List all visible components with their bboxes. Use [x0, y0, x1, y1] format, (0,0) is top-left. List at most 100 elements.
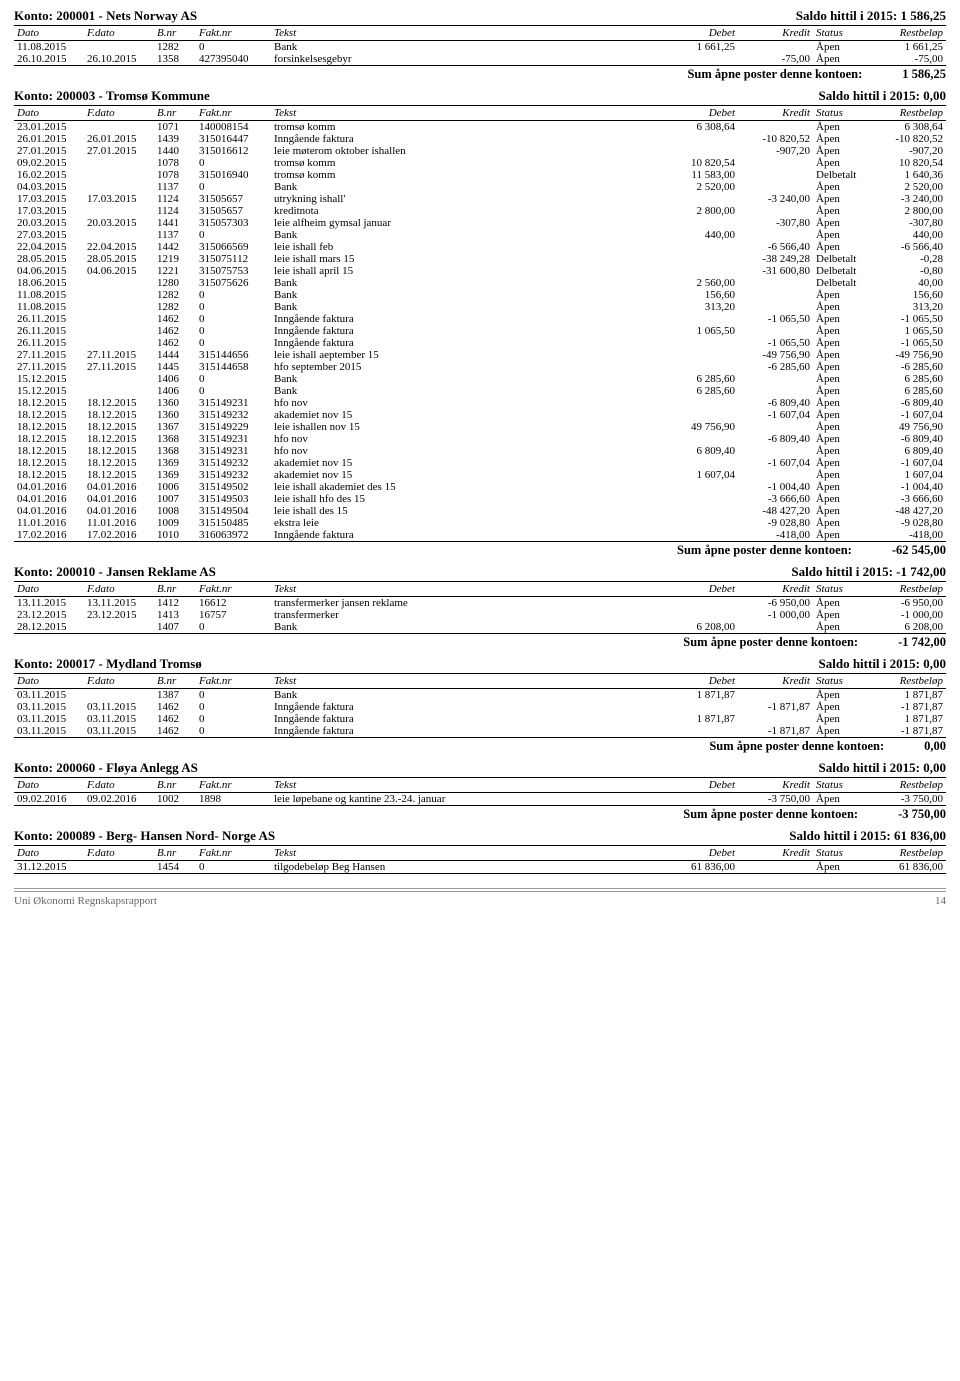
cell: Bank — [271, 373, 663, 385]
cell: -6 809,40 — [738, 397, 813, 409]
col-header: Dato — [14, 582, 84, 597]
cell: Delbetalt — [813, 277, 871, 289]
cell: 315149232 — [196, 457, 271, 469]
col-header: Debet — [663, 26, 738, 41]
cell: 1282 — [154, 289, 196, 301]
sum-label: Sum åpne poster denne kontoen: — [677, 543, 852, 558]
cell: leie ishall feb — [271, 241, 663, 253]
cell: 03.11.2015 — [14, 713, 84, 725]
cell: 11.08.2015 — [14, 41, 84, 54]
cell — [84, 385, 154, 397]
cell: -0,28 — [871, 253, 946, 265]
cell: 1444 — [154, 349, 196, 361]
cell: 17.02.2016 — [84, 529, 154, 542]
cell: Bank — [271, 229, 663, 241]
table-row: 11.01.201611.01.20161009315150485ekstra … — [14, 517, 946, 529]
table-row: 27.01.201527.01.20151440315016612leie mø… — [14, 145, 946, 157]
cell: akademiet nov 15 — [271, 457, 663, 469]
cell: -418,00 — [738, 529, 813, 542]
cell: hfo nov — [271, 445, 663, 457]
col-header: Restbeløp — [871, 778, 946, 793]
cell: Åpen — [813, 421, 871, 433]
cell: 0 — [196, 337, 271, 349]
cell: leie løpebane og kantine 23.-24. januar — [271, 793, 663, 806]
cell — [84, 277, 154, 289]
cell: 313,20 — [871, 301, 946, 313]
col-header: Restbeløp — [871, 846, 946, 861]
cell: -3 240,00 — [738, 193, 813, 205]
col-header: Dato — [14, 26, 84, 41]
cell: 1462 — [154, 337, 196, 349]
cell: -1 607,04 — [738, 409, 813, 421]
cell: 1369 — [154, 457, 196, 469]
account-header: Konto: 200017 - Mydland TromsøSaldo hitt… — [14, 656, 946, 672]
cell: 6 285,60 — [663, 385, 738, 397]
cell: 315150485 — [196, 517, 271, 529]
cell: 0 — [196, 713, 271, 725]
cell — [738, 325, 813, 337]
cell: 315149231 — [196, 397, 271, 409]
cell — [738, 621, 813, 634]
cell: Åpen — [813, 457, 871, 469]
cell: Åpen — [813, 337, 871, 349]
col-header: Dato — [14, 674, 84, 689]
cell: Åpen — [813, 373, 871, 385]
table-row: 09.02.201510780tromsø komm10 820,54Åpen1… — [14, 157, 946, 169]
cell — [663, 597, 738, 610]
cell — [663, 361, 738, 373]
cell: 1462 — [154, 725, 196, 738]
cell — [663, 193, 738, 205]
cell: transfermerker — [271, 609, 663, 621]
cell: leie ishall hfo des 15 — [271, 493, 663, 505]
cell: 26.01.2015 — [84, 133, 154, 145]
cell: 315016447 — [196, 133, 271, 145]
cell: -1 871,87 — [871, 725, 946, 738]
col-header: Restbeløp — [871, 674, 946, 689]
cell: Bank — [271, 621, 663, 634]
cell: 315149232 — [196, 469, 271, 481]
cell: -1 065,50 — [738, 337, 813, 349]
cell: 0 — [196, 325, 271, 337]
table-row: 15.12.201514060Bank6 285,60Åpen6 285,60 — [14, 385, 946, 397]
cell: -49 756,90 — [871, 349, 946, 361]
cell: 31505657 — [196, 193, 271, 205]
cell — [84, 373, 154, 385]
cell: 2 800,00 — [663, 205, 738, 217]
cell: 26.11.2015 — [14, 325, 84, 337]
cell: 18.12.2015 — [84, 469, 154, 481]
cell: 315066569 — [196, 241, 271, 253]
cell: 1454 — [154, 861, 196, 874]
cell — [663, 349, 738, 361]
cell: 09.02.2016 — [14, 793, 84, 806]
sum-value: 0,00 — [924, 739, 946, 754]
table-row: 09.02.201609.02.201610021898leie løpeban… — [14, 793, 946, 806]
cell: 1462 — [154, 701, 196, 713]
account-title: Konto: 200003 - Tromsø Kommune — [14, 88, 210, 104]
cell: akademiet nov 15 — [271, 409, 663, 421]
cell: Åpen — [813, 861, 871, 874]
cell: 0 — [196, 385, 271, 397]
table-row: 04.01.201604.01.20161007315149503leie is… — [14, 493, 946, 505]
cell: hfo september 2015 — [271, 361, 663, 373]
cell: 28.05.2015 — [14, 253, 84, 265]
cell — [84, 181, 154, 193]
cell — [738, 421, 813, 433]
cell: 04.01.2016 — [84, 493, 154, 505]
cell: -49 756,90 — [738, 349, 813, 361]
col-header: Restbeløp — [871, 106, 946, 121]
cell — [738, 445, 813, 457]
cell: -1 607,04 — [871, 457, 946, 469]
cell: 09.02.2016 — [84, 793, 154, 806]
cell: 03.11.2015 — [14, 701, 84, 713]
col-header: Status — [813, 674, 871, 689]
col-header: Status — [813, 778, 871, 793]
cell: 2 560,00 — [663, 277, 738, 289]
sum-row: Sum åpne poster denne kontoen:-62 545,00 — [14, 543, 946, 558]
cell: Bank — [271, 277, 663, 289]
cell: Åpen — [813, 701, 871, 713]
cell: 13.11.2015 — [84, 597, 154, 610]
cell: 1 871,87 — [663, 713, 738, 725]
cell: 1 607,04 — [663, 469, 738, 481]
table-row: 16.02.20151078315016940tromsø komm11 583… — [14, 169, 946, 181]
cell: kreditnota — [271, 205, 663, 217]
